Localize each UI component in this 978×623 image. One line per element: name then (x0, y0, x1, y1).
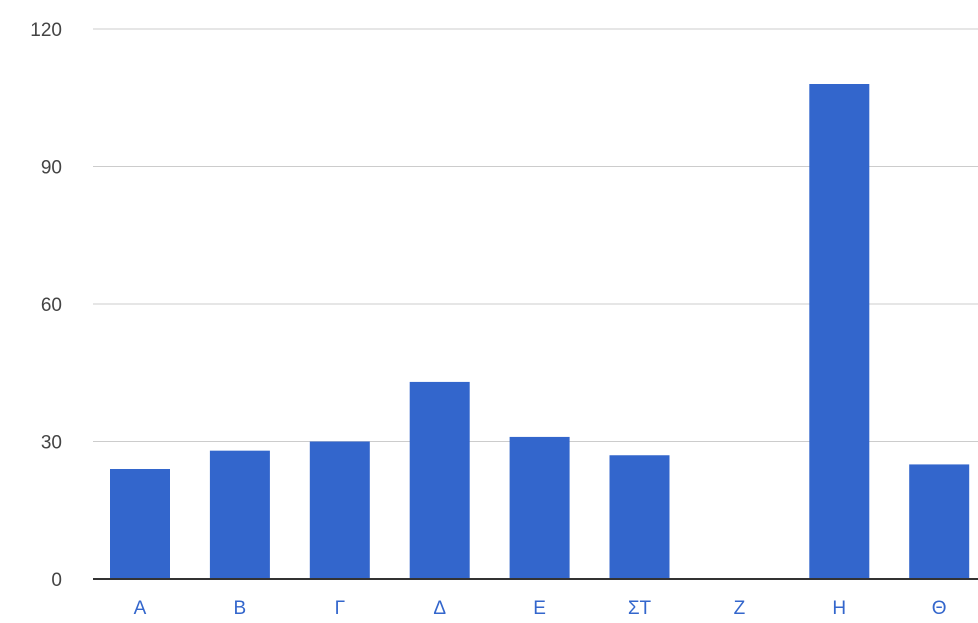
bar-series (110, 84, 970, 579)
y-tick-label: 120 (30, 20, 62, 41)
x-tick-label: Ζ (734, 598, 746, 619)
bar-1 (110, 469, 170, 579)
bar-8 (809, 84, 870, 579)
bar-2 (209, 450, 270, 579)
bar-9 (909, 464, 970, 579)
x-tick-label: Δ (433, 598, 446, 619)
x-tick-label: Α (134, 598, 147, 619)
x-tick-label: Β (234, 598, 247, 619)
x-tick-label: Η (832, 598, 846, 619)
bar-3 (309, 441, 370, 579)
x-tick-label: Ε (533, 598, 546, 619)
y-tick-label: 0 (51, 570, 62, 591)
x-tick-label: Θ (932, 598, 947, 619)
y-axis-tick-labels: 0 30 60 90 120 (30, 20, 62, 591)
y-tick-label: 60 (41, 295, 62, 316)
bar-6 (609, 455, 670, 579)
y-tick-label: 90 (41, 158, 62, 179)
x-tick-label: Γ (335, 598, 345, 619)
x-tick-label: ΣΤ (628, 598, 652, 619)
y-tick-label: 30 (41, 433, 62, 454)
bar-5 (509, 436, 570, 579)
x-axis-tick-labels: Α Β Γ Δ Ε ΣΤ Ζ Η Θ (134, 598, 947, 619)
bar-4 (409, 381, 470, 579)
